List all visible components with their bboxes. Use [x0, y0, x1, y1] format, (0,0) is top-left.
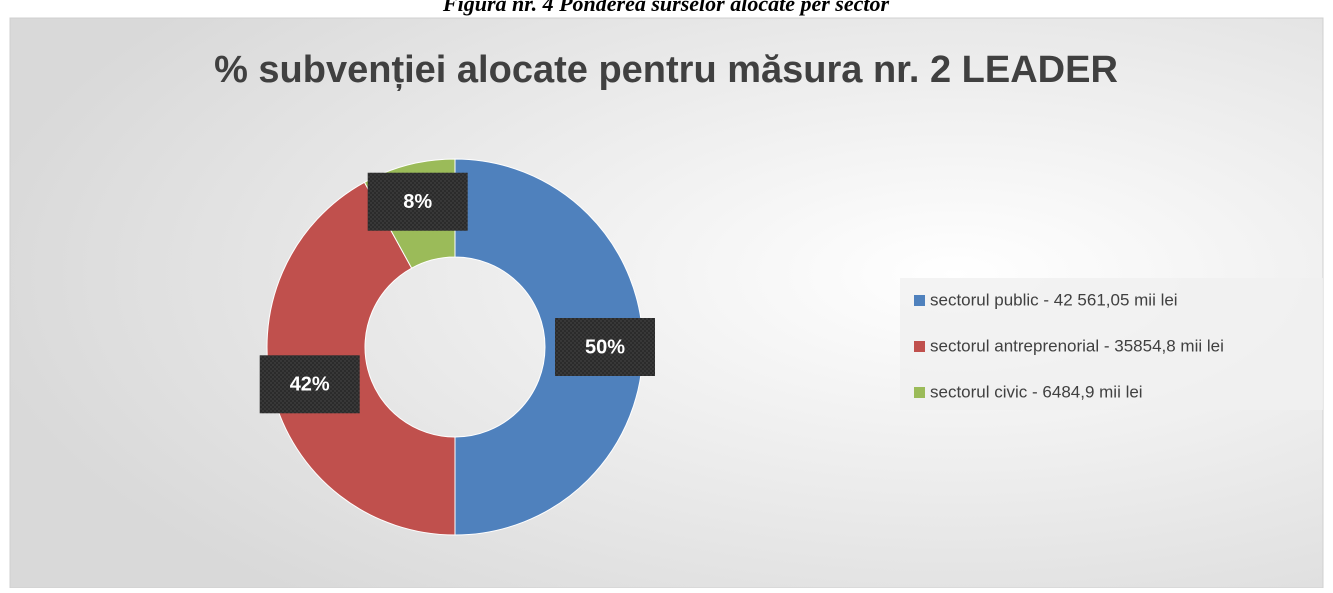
data-label: 8%: [403, 191, 432, 213]
data-label-box: [555, 318, 655, 376]
legend-swatch: [914, 295, 925, 306]
donut-slice: [454, 158, 644, 536]
legend-box: [900, 278, 1323, 410]
figure-caption: Figura nr. 4 Ponderea surselor alocate p…: [442, 0, 890, 16]
legend-swatch: [914, 341, 925, 352]
data-label: 42%: [290, 374, 330, 396]
chart-title: % subvenției alocate pentru măsura nr. 2…: [214, 49, 1118, 91]
legend-label: sectorul civic - 6484,9 mii lei: [930, 382, 1143, 401]
data-label-box: [367, 172, 468, 231]
data-label: 50%: [585, 336, 625, 358]
data-label-box: [259, 355, 360, 414]
legend-label: sectorul public - 42 561,05 mii lei: [930, 290, 1178, 309]
legend-label: sectorul antreprenorial - 35854,8 mii le…: [930, 336, 1224, 355]
legend-swatch: [914, 387, 925, 398]
donut-slice: [266, 181, 456, 536]
